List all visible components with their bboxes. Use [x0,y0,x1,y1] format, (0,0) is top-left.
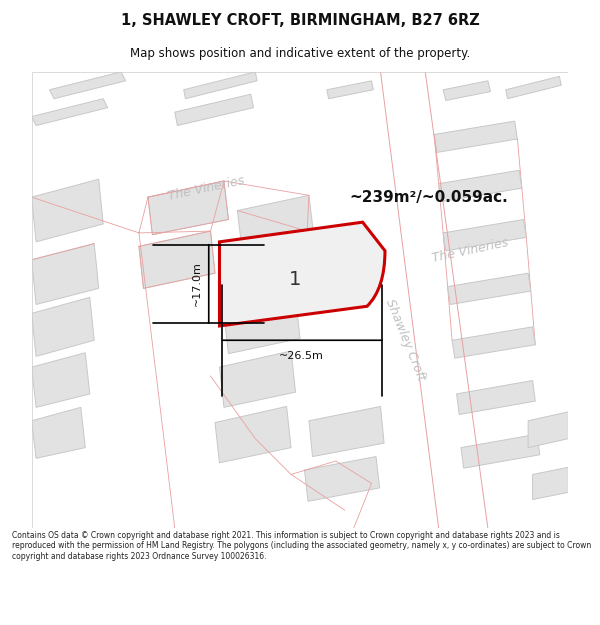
Polygon shape [32,408,85,458]
Polygon shape [506,76,561,99]
Text: Shawley Croft: Shawley Croft [383,298,428,383]
Text: ~26.5m: ~26.5m [280,351,324,361]
PathPatch shape [220,222,385,326]
Text: Contains OS data © Crown copyright and database right 2021. This information is : Contains OS data © Crown copyright and d… [12,531,591,561]
Polygon shape [224,298,300,354]
Text: 1: 1 [289,270,302,289]
Polygon shape [439,170,522,202]
Polygon shape [443,81,491,101]
Polygon shape [32,352,90,408]
Polygon shape [175,94,253,126]
Polygon shape [32,72,568,202]
Polygon shape [443,219,526,251]
Polygon shape [32,244,99,304]
Polygon shape [32,298,94,356]
Polygon shape [533,468,568,499]
Text: Map shows position and indicative extent of the property.: Map shows position and indicative extent… [130,48,470,61]
Polygon shape [448,273,531,304]
Text: The Vineries: The Vineries [167,174,245,203]
Polygon shape [215,406,291,463]
Polygon shape [304,456,380,501]
Polygon shape [528,412,568,447]
Polygon shape [32,179,103,242]
Polygon shape [32,233,175,528]
Polygon shape [148,181,229,235]
Polygon shape [380,72,488,528]
Text: ~17.0m: ~17.0m [191,261,202,306]
Text: 1, SHAWLEY CROFT, BIRMINGHAM, B27 6RZ: 1, SHAWLEY CROFT, BIRMINGHAM, B27 6RZ [121,12,479,28]
Polygon shape [238,196,313,248]
Polygon shape [457,381,535,414]
Polygon shape [461,434,540,468]
Polygon shape [32,448,568,528]
Polygon shape [32,99,107,126]
Polygon shape [452,327,535,358]
Polygon shape [184,72,257,99]
Polygon shape [327,81,373,99]
Text: ~239m²/~0.059ac.: ~239m²/~0.059ac. [349,189,508,204]
Polygon shape [309,406,384,456]
Polygon shape [220,351,296,408]
Polygon shape [139,231,215,288]
Polygon shape [434,121,517,152]
Polygon shape [50,72,125,99]
Polygon shape [32,72,568,528]
Polygon shape [229,246,304,302]
Text: The Vineries: The Vineries [431,236,509,265]
